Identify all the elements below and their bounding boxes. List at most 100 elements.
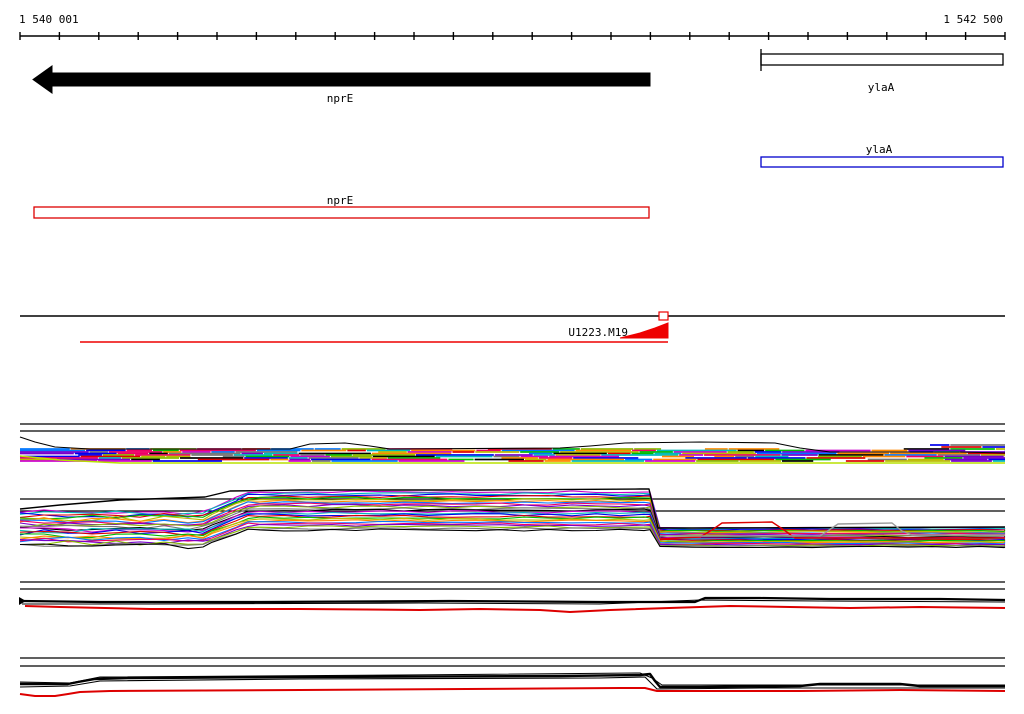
consensus-quality-band-bottom-line: [19, 455, 1005, 464]
trace-segment: [818, 454, 884, 456]
trace-segment: [845, 460, 885, 462]
trace-segment: [967, 452, 1005, 455]
trace-segment: [20, 448, 70, 450]
trace-segment: [494, 454, 533, 456]
trace-segment: [102, 454, 135, 456]
trace-segment: [937, 454, 981, 456]
trace-segment: [352, 454, 415, 456]
ruler-end-coordinate: 1 542 500: [943, 13, 1003, 26]
feature-label-nprE-feature-box: nprE: [327, 194, 354, 207]
trace-segment: [735, 455, 755, 458]
trace-segment: [487, 448, 552, 450]
pair-band-lower-trace-line: [19, 672, 1005, 686]
trace-segment: [493, 455, 520, 458]
trace-segment: [271, 448, 314, 450]
trace-segment: [222, 455, 245, 458]
trace-segment: [314, 448, 341, 450]
trace-segment: [520, 451, 560, 453]
trace-segment: [153, 449, 179, 452]
template-trace-line: [19, 499, 1006, 534]
trace-segment: [298, 452, 371, 455]
trace-segment: [378, 451, 407, 453]
trace-segment: [126, 449, 153, 452]
trace-segment: [166, 455, 191, 458]
trace-segment: [682, 452, 756, 455]
trace-segment: [448, 458, 474, 461]
trace-segment: [288, 460, 311, 462]
trace-segment: [74, 452, 117, 455]
trace-segment: [300, 454, 325, 456]
trace-segment: [20, 449, 86, 452]
trace-segment: [575, 449, 632, 452]
trace-segment: [474, 458, 524, 461]
trace-segment: [805, 449, 871, 452]
feature-nprE-feature-box[interactable]: [33, 206, 650, 219]
trace-segment: [756, 452, 837, 455]
trace-segment: [533, 454, 555, 456]
trace-segment: [244, 457, 288, 459]
trace-segment: [191, 454, 233, 456]
feature-ylaA-feature-box[interactable]: [760, 156, 1004, 168]
trace-segment: [951, 460, 992, 462]
trace-segment: [263, 452, 298, 455]
trace-segment: [20, 451, 89, 453]
trace-segment: [654, 452, 682, 455]
trace-segment: [781, 460, 814, 462]
trace-segment: [737, 449, 765, 452]
trace-segment: [930, 444, 950, 446]
trace-segment: [982, 446, 1005, 448]
trace-segment: [415, 454, 494, 456]
feature-ylaA-gene-box[interactable]: [760, 53, 1004, 66]
read-end-marker[interactable]: [658, 311, 669, 321]
trace-segment: [862, 455, 906, 458]
trace-segment: [56, 458, 131, 461]
trace-segment: [371, 458, 448, 461]
feature-label-nprE-gene-arrow: nprE: [327, 92, 354, 105]
trace-segment: [890, 452, 967, 455]
trace-segment: [149, 452, 168, 455]
trace-segment: [950, 448, 995, 450]
trace-segment: [765, 449, 805, 452]
trace-segment: [631, 452, 654, 455]
feature-nprE-gene-arrow[interactable]: [32, 65, 651, 94]
trace-segment: [714, 455, 735, 458]
trace-segment: [347, 449, 366, 452]
trace-segment: [685, 457, 747, 459]
trace-segment: [728, 448, 780, 450]
feature-label-ylaA-gene-box: ylaA: [868, 81, 895, 94]
trace-segment: [241, 452, 263, 455]
trace-segment: [903, 448, 950, 450]
template-trace-line: [19, 498, 1006, 533]
trace-segment: [981, 454, 1005, 456]
trace-segment: [311, 460, 331, 462]
trace-segment: [549, 455, 620, 458]
pair-band-upper-trace-line: [24, 605, 1006, 613]
trace-segment: [871, 449, 908, 452]
trace-segment: [359, 457, 387, 459]
trace-segment: [273, 454, 300, 456]
trace-segment: [520, 455, 549, 458]
trace-segment: [235, 451, 298, 453]
trace-segment: [924, 457, 963, 459]
trace-segment: [775, 458, 831, 461]
trace-segment: [20, 458, 56, 461]
trace-segment: [407, 451, 452, 453]
pair-band-upper-trace-line: [21, 596, 1006, 604]
trace-segment: [508, 460, 544, 462]
trace-segment: [245, 455, 290, 458]
trace-segment: [20, 460, 98, 462]
trace-segment: [963, 457, 1005, 459]
trace-segment: [907, 458, 944, 461]
trace-segment: [182, 451, 211, 453]
trace-segment: [573, 457, 639, 459]
trace-segment: [387, 457, 441, 459]
trace-segment: [325, 454, 352, 456]
trace-segment: [89, 451, 108, 453]
trace-segment: [233, 454, 273, 456]
trace-segment: [782, 451, 840, 453]
trace-segment: [256, 449, 301, 452]
trace-segment: [308, 457, 359, 459]
trace-segment: [704, 454, 781, 456]
trace-segment: [560, 451, 639, 453]
